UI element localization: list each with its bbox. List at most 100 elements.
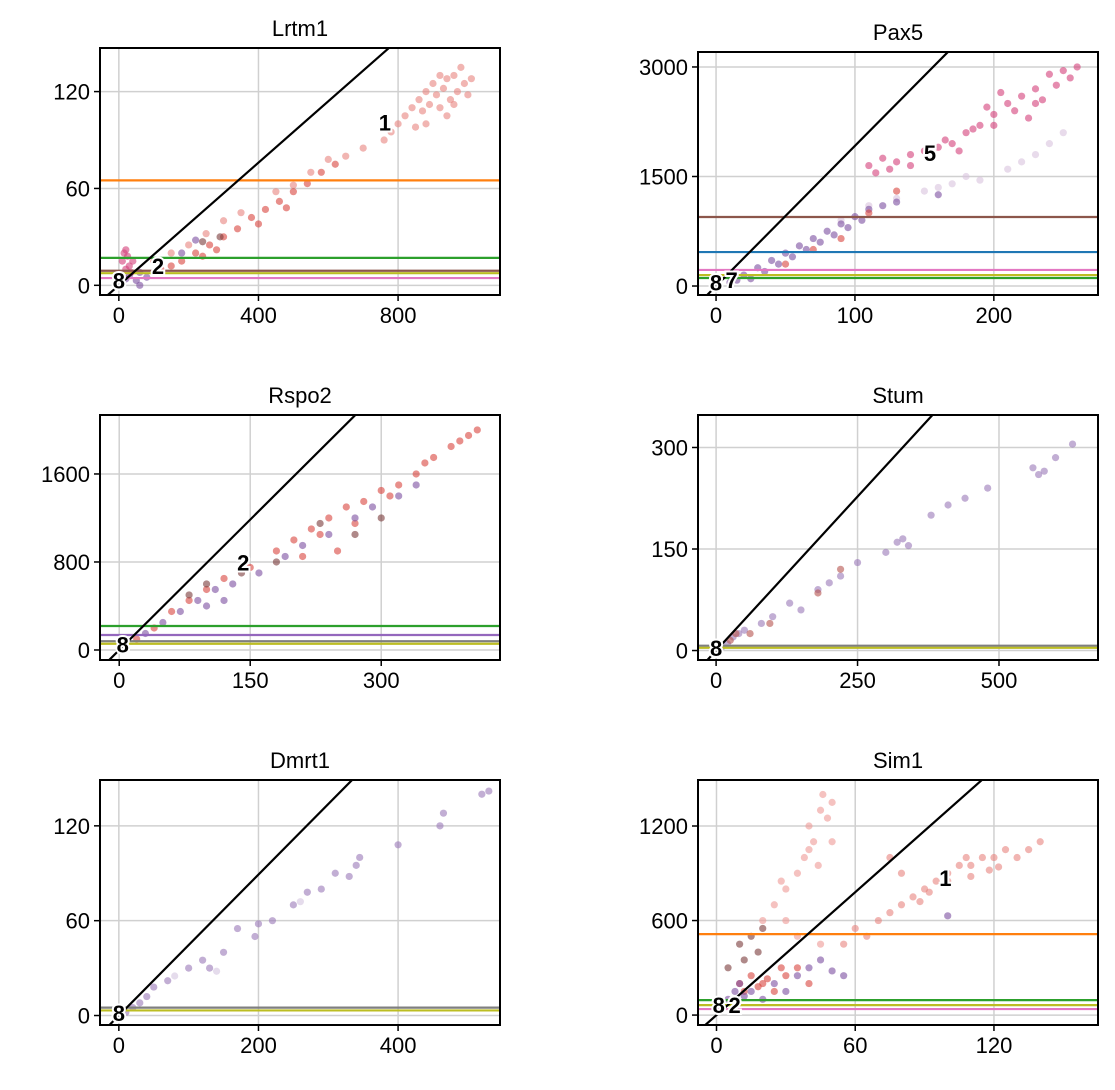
data-point <box>202 230 210 238</box>
data-point <box>814 861 822 869</box>
cluster-label: 2 <box>237 551 249 576</box>
plot-area <box>100 415 500 660</box>
y-tick-label: 0 <box>78 638 90 663</box>
y-tick-label: 0 <box>676 274 688 299</box>
data-point <box>412 481 420 489</box>
data-point <box>983 103 991 111</box>
data-point <box>456 437 464 445</box>
data-point <box>202 602 211 610</box>
y-tick-label: 800 <box>53 550 90 575</box>
data-point <box>747 972 755 980</box>
data-point <box>136 281 144 289</box>
data-point <box>879 202 887 210</box>
data-point <box>159 618 167 627</box>
data-point <box>185 596 193 605</box>
data-point <box>380 136 388 144</box>
data-point <box>925 888 933 896</box>
data-point <box>129 257 137 265</box>
data-point <box>317 885 325 893</box>
data-point <box>436 104 444 112</box>
data-point <box>916 898 924 906</box>
cluster-label: 8 <box>117 632 129 657</box>
data-point <box>1045 70 1053 78</box>
data-point <box>823 227 831 235</box>
data-point <box>828 967 836 975</box>
data-point <box>122 246 130 254</box>
data-point <box>194 596 202 605</box>
x-tick-label: 0 <box>710 303 722 328</box>
data-point <box>893 187 901 195</box>
panel-title: Pax5 <box>873 20 923 45</box>
data-point <box>944 501 952 509</box>
panel-title: Stum <box>872 383 923 408</box>
data-point <box>202 585 211 594</box>
data-point <box>331 160 339 168</box>
data-point <box>740 956 748 964</box>
data-point <box>809 234 817 243</box>
axes-frame <box>697 779 1099 1026</box>
data-point <box>212 967 221 975</box>
data-point <box>202 580 211 588</box>
data-point <box>168 607 176 616</box>
data-point <box>816 238 824 246</box>
data-point <box>356 853 364 862</box>
data-point <box>837 220 845 228</box>
data-point <box>272 547 281 555</box>
data-point <box>316 530 324 539</box>
data-point <box>422 87 430 96</box>
data-point <box>1045 140 1053 148</box>
data-point <box>837 234 845 243</box>
data-point <box>216 233 224 241</box>
data-point <box>229 580 237 588</box>
data-point <box>205 964 214 972</box>
data-point <box>872 169 880 177</box>
data-point <box>746 630 754 638</box>
data-point <box>736 979 744 988</box>
data-point <box>281 552 289 561</box>
data-point <box>793 964 802 972</box>
data-point <box>1031 85 1040 93</box>
gamma-line <box>705 415 934 660</box>
data-point <box>368 503 377 511</box>
data-point <box>932 877 940 885</box>
data-point <box>205 241 214 249</box>
data-point <box>948 140 956 148</box>
x-tick-label: 200 <box>975 303 1012 328</box>
data-point <box>1059 129 1067 137</box>
data-point <box>893 198 901 206</box>
x-tick-label: 60 <box>843 1033 867 1058</box>
data-point <box>167 249 175 257</box>
data-point <box>457 63 465 71</box>
data-point <box>805 964 813 972</box>
data-point <box>990 110 998 119</box>
data-point <box>408 104 416 112</box>
data-point <box>192 236 200 244</box>
y-tick-label: 0 <box>676 639 688 664</box>
cluster-label: 5 <box>924 141 936 166</box>
data-point <box>1004 99 1012 108</box>
data-point <box>143 992 151 1001</box>
gamma-line <box>703 780 984 1025</box>
data-point <box>418 107 427 115</box>
data-point <box>836 565 845 573</box>
data-point <box>192 249 200 257</box>
data-point <box>770 987 778 996</box>
data-point <box>233 225 242 233</box>
data-point <box>726 278 734 286</box>
data-point <box>800 853 808 862</box>
data-point <box>1013 853 1021 862</box>
data-point <box>325 530 333 539</box>
data-point <box>1018 92 1026 100</box>
data-point <box>1066 74 1074 82</box>
data-point <box>810 838 818 846</box>
data-point <box>377 514 385 522</box>
panel-pax5: 8 7 5 0 100 200 0 1500 3000 Pax5 <box>639 20 1099 328</box>
axes-frame <box>99 47 501 296</box>
data-point <box>840 972 848 980</box>
data-point <box>254 220 263 228</box>
data-point <box>439 809 448 817</box>
data-point <box>1024 114 1033 122</box>
data-point <box>747 987 755 996</box>
